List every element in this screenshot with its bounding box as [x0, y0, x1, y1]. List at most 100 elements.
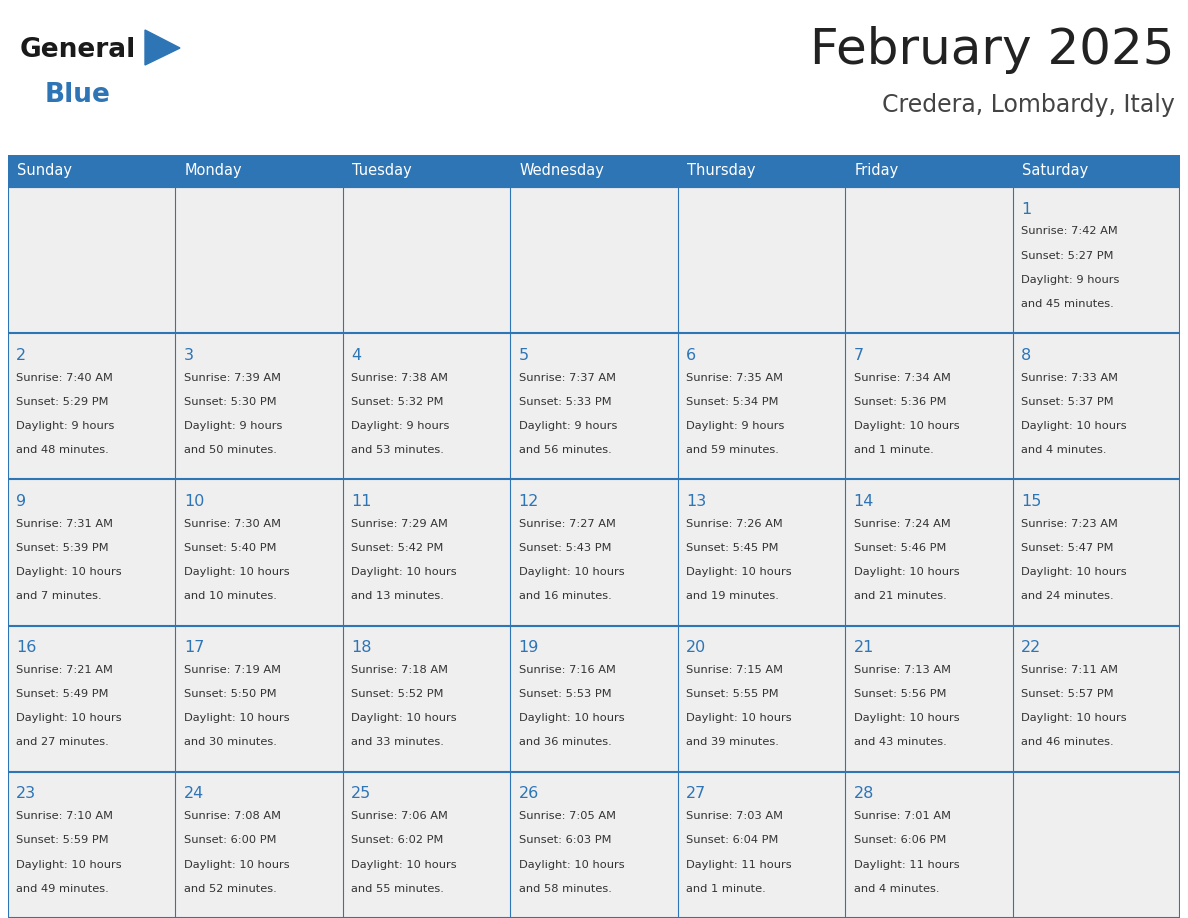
Text: Sunset: 5:43 PM: Sunset: 5:43 PM [519, 543, 611, 553]
Polygon shape [145, 30, 181, 65]
Text: Sunrise: 7:37 AM: Sunrise: 7:37 AM [519, 373, 615, 383]
Text: Sunset: 5:36 PM: Sunset: 5:36 PM [853, 397, 946, 407]
Text: Sunrise: 7:39 AM: Sunrise: 7:39 AM [184, 373, 280, 383]
Text: 12: 12 [519, 494, 539, 509]
Text: Sunset: 5:27 PM: Sunset: 5:27 PM [1020, 251, 1113, 261]
Text: and 33 minutes.: and 33 minutes. [352, 737, 444, 747]
Text: Sunrise: 7:08 AM: Sunrise: 7:08 AM [184, 812, 280, 822]
Text: Sunrise: 7:33 AM: Sunrise: 7:33 AM [1020, 373, 1118, 383]
Text: 3: 3 [184, 348, 194, 363]
Text: 11: 11 [352, 494, 372, 509]
Bar [1012, 155, 1180, 187]
Text: and 36 minutes.: and 36 minutes. [519, 737, 612, 747]
Text: Daylight: 9 hours: Daylight: 9 hours [352, 421, 449, 431]
Text: 17: 17 [184, 640, 204, 655]
Text: Sunset: 6:03 PM: Sunset: 6:03 PM [519, 835, 611, 845]
Text: Sunset: 6:02 PM: Sunset: 6:02 PM [352, 835, 443, 845]
Text: Daylight: 10 hours: Daylight: 10 hours [17, 567, 122, 577]
Text: Wednesday: Wednesday [519, 163, 605, 178]
Text: Sunset: 5:45 PM: Sunset: 5:45 PM [687, 543, 778, 553]
Text: Sunset: 5:39 PM: Sunset: 5:39 PM [17, 543, 109, 553]
Text: 16: 16 [17, 640, 37, 655]
Text: and 58 minutes.: and 58 minutes. [519, 884, 612, 893]
Text: Thursday: Thursday [687, 163, 756, 178]
Text: and 13 minutes.: and 13 minutes. [352, 591, 444, 601]
Text: Daylight: 11 hours: Daylight: 11 hours [687, 859, 791, 869]
Bar [8, 187, 1180, 333]
Text: Sunset: 5:52 PM: Sunset: 5:52 PM [352, 689, 444, 700]
Text: 7: 7 [853, 348, 864, 363]
Text: Daylight: 10 hours: Daylight: 10 hours [184, 713, 290, 723]
Text: and 1 minute.: and 1 minute. [853, 445, 934, 455]
Text: Daylight: 10 hours: Daylight: 10 hours [519, 713, 624, 723]
Text: and 52 minutes.: and 52 minutes. [184, 884, 277, 893]
Text: Sunset: 6:06 PM: Sunset: 6:06 PM [853, 835, 946, 845]
Text: and 7 minutes.: and 7 minutes. [17, 591, 102, 601]
Text: and 21 minutes.: and 21 minutes. [853, 591, 947, 601]
Text: Sunrise: 7:24 AM: Sunrise: 7:24 AM [853, 519, 950, 529]
Text: and 49 minutes.: and 49 minutes. [17, 884, 109, 893]
Text: and 45 minutes.: and 45 minutes. [1020, 299, 1113, 308]
Text: Sunrise: 7:23 AM: Sunrise: 7:23 AM [1020, 519, 1118, 529]
Text: Saturday: Saturday [1022, 163, 1088, 178]
Text: 23: 23 [17, 787, 37, 801]
Text: Monday: Monday [184, 163, 242, 178]
Text: and 19 minutes.: and 19 minutes. [687, 591, 779, 601]
Text: Sunset: 5:53 PM: Sunset: 5:53 PM [519, 689, 612, 700]
Text: and 55 minutes.: and 55 minutes. [352, 884, 444, 893]
Bar [8, 772, 1180, 918]
Text: Sunrise: 7:26 AM: Sunrise: 7:26 AM [687, 519, 783, 529]
Text: Blue: Blue [45, 82, 110, 108]
Bar [8, 479, 1180, 625]
Text: Daylight: 9 hours: Daylight: 9 hours [184, 421, 283, 431]
Text: 15: 15 [1020, 494, 1042, 509]
Text: Daylight: 9 hours: Daylight: 9 hours [687, 421, 784, 431]
Bar [343, 155, 511, 187]
Text: 26: 26 [519, 787, 539, 801]
Text: Sunset: 5:59 PM: Sunset: 5:59 PM [17, 835, 109, 845]
Text: Tuesday: Tuesday [352, 163, 412, 178]
Bar [8, 625, 1180, 772]
Text: Daylight: 10 hours: Daylight: 10 hours [1020, 567, 1126, 577]
Bar [677, 155, 845, 187]
Text: 14: 14 [853, 494, 874, 509]
Text: Sunrise: 7:11 AM: Sunrise: 7:11 AM [1020, 665, 1118, 675]
Text: and 50 minutes.: and 50 minutes. [184, 445, 277, 455]
Text: 9: 9 [17, 494, 26, 509]
Text: Daylight: 10 hours: Daylight: 10 hours [184, 859, 290, 869]
Text: Sunrise: 7:35 AM: Sunrise: 7:35 AM [687, 373, 783, 383]
Bar [176, 155, 343, 187]
Text: and 16 minutes.: and 16 minutes. [519, 591, 612, 601]
Text: Daylight: 10 hours: Daylight: 10 hours [687, 567, 791, 577]
Text: and 4 minutes.: and 4 minutes. [853, 884, 939, 893]
Text: Sunrise: 7:10 AM: Sunrise: 7:10 AM [17, 812, 113, 822]
Text: Sunset: 6:04 PM: Sunset: 6:04 PM [687, 835, 778, 845]
Text: and 59 minutes.: and 59 minutes. [687, 445, 779, 455]
Text: Daylight: 9 hours: Daylight: 9 hours [519, 421, 617, 431]
Text: Daylight: 10 hours: Daylight: 10 hours [17, 859, 122, 869]
Text: 6: 6 [687, 348, 696, 363]
Text: Daylight: 11 hours: Daylight: 11 hours [853, 859, 959, 869]
Text: Credera, Lombardy, Italy: Credera, Lombardy, Italy [883, 93, 1175, 117]
Text: Sunset: 5:50 PM: Sunset: 5:50 PM [184, 689, 277, 700]
Text: February 2025: February 2025 [810, 26, 1175, 74]
Text: Sunrise: 7:18 AM: Sunrise: 7:18 AM [352, 665, 448, 675]
Text: and 43 minutes.: and 43 minutes. [853, 737, 947, 747]
Text: Daylight: 10 hours: Daylight: 10 hours [352, 567, 457, 577]
Bar [8, 155, 176, 187]
Text: Sunset: 5:37 PM: Sunset: 5:37 PM [1020, 397, 1113, 407]
Text: and 24 minutes.: and 24 minutes. [1020, 591, 1113, 601]
Text: Daylight: 10 hours: Daylight: 10 hours [352, 859, 457, 869]
Text: 8: 8 [1020, 348, 1031, 363]
Text: 19: 19 [519, 640, 539, 655]
Text: Friday: Friday [854, 163, 898, 178]
Text: and 53 minutes.: and 53 minutes. [352, 445, 444, 455]
Text: Sunset: 5:29 PM: Sunset: 5:29 PM [17, 397, 109, 407]
Text: and 39 minutes.: and 39 minutes. [687, 737, 779, 747]
Text: Daylight: 9 hours: Daylight: 9 hours [1020, 274, 1119, 285]
Text: Sunset: 5:57 PM: Sunset: 5:57 PM [1020, 689, 1113, 700]
Text: Sunset: 5:49 PM: Sunset: 5:49 PM [17, 689, 109, 700]
Bar [511, 155, 677, 187]
Bar [845, 155, 1012, 187]
Text: Daylight: 10 hours: Daylight: 10 hours [519, 567, 624, 577]
